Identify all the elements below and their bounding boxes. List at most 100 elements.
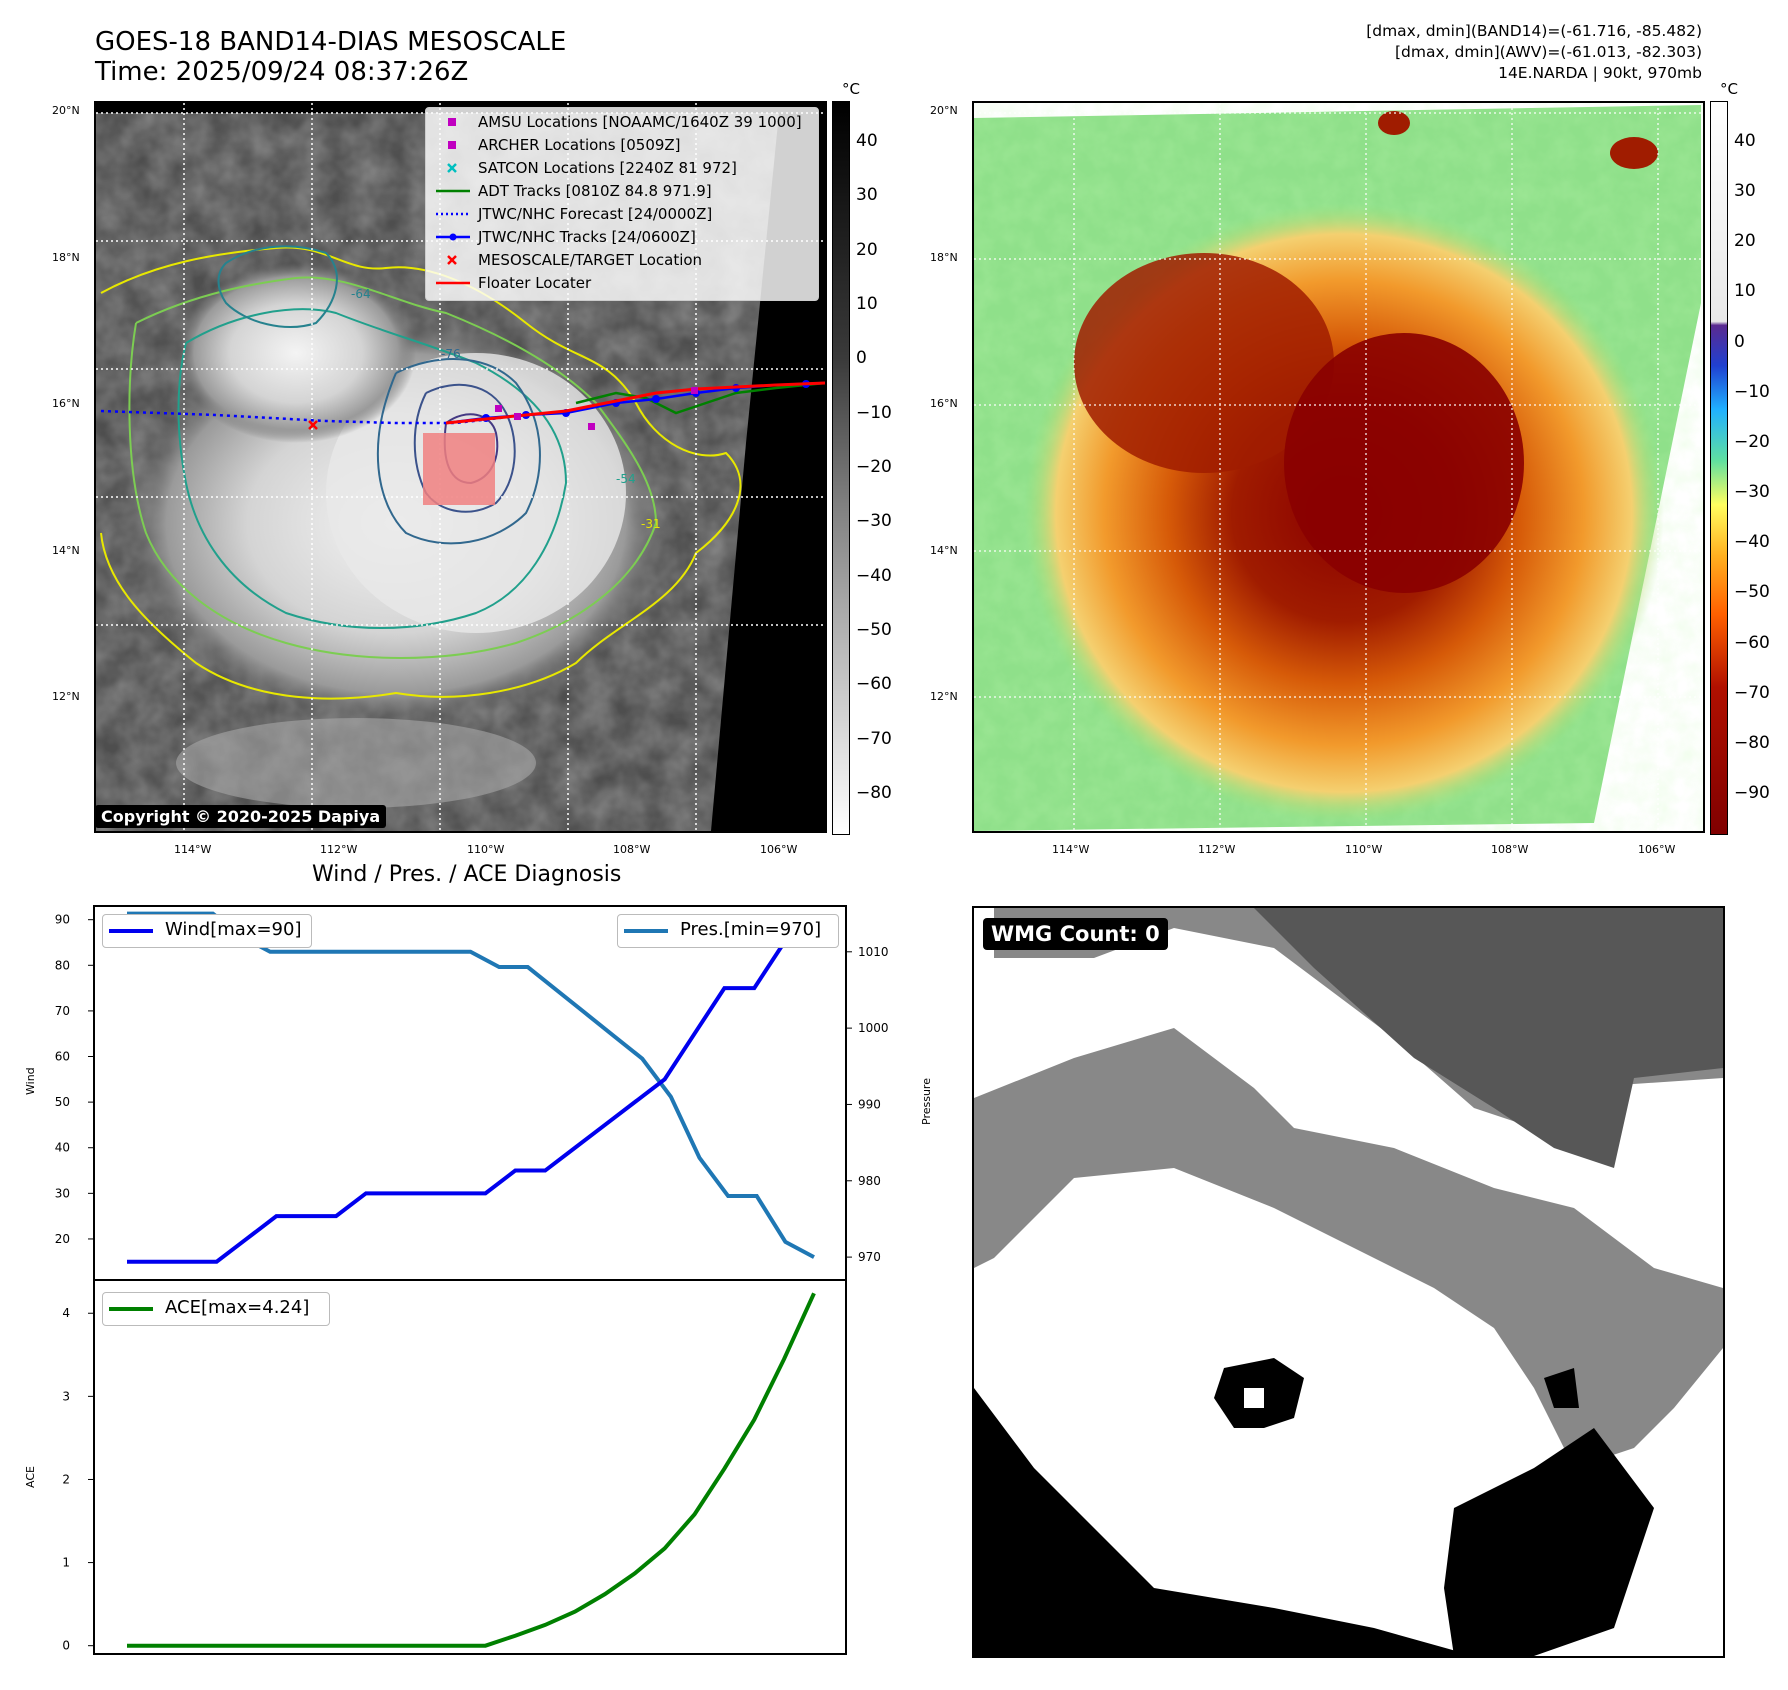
pressure-tick-label: 1010 — [858, 945, 889, 959]
lat-label: 14°N — [52, 544, 80, 557]
band14-cbar-tick: −10 — [856, 402, 892, 423]
awv-cbar-tick: −60 — [1734, 632, 1770, 653]
legend-adt-label: ADT Tracks [0810Z 84.8 971.9] — [478, 182, 712, 200]
legend-floater-label: Floater Locater — [478, 274, 592, 292]
band14-cbar-tick: 10 — [856, 294, 878, 314]
svg-text:-64: -64 — [351, 287, 371, 301]
ace-plot-frame — [93, 1279, 847, 1655]
awv-cbar-tick: 20 — [1734, 231, 1756, 252]
lat-label: 18°N — [52, 251, 80, 264]
wind-legend-line-icon — [109, 929, 153, 933]
lon-label: 112°W — [320, 843, 358, 856]
awv-colorbar — [1710, 101, 1728, 835]
lat-label: 12°N — [52, 690, 80, 703]
figure-title: GOES-18 BAND14-DIAS MESOSCALE — [95, 27, 567, 57]
band14-colorbar — [832, 101, 850, 835]
wind-legend: Wind[max=90] — [102, 914, 312, 948]
ace-tick-label: 0 — [62, 1639, 70, 1653]
forecast-track — [100, 409, 527, 425]
ace-tick-label: 1 — [62, 1556, 70, 1570]
pressure-legend: Pres.[min=970] — [617, 914, 839, 948]
legend-forecast-label: JTWC/NHC Forecast [24/0000Z] — [478, 205, 713, 223]
band14-cbar-tick: 40 — [856, 131, 878, 151]
wind-tick-label: 20 — [55, 1232, 70, 1246]
awv-cbar-tick: 30 — [1734, 181, 1756, 202]
lon-label: 110°W — [467, 843, 505, 856]
wind-line — [127, 918, 816, 1264]
awv-lat-label: 14°N — [930, 544, 958, 557]
band14-cbar-tick: −40 — [856, 565, 892, 586]
awv-map — [974, 103, 1703, 831]
awv-cbar-tick: −10 — [1734, 381, 1770, 402]
awv-cbar-tick: 0 — [1734, 331, 1745, 352]
copyright-badge: Copyright © 2020-2025 Dapiya — [95, 805, 387, 828]
awv-cbar-tick: −90 — [1734, 783, 1770, 803]
ace-legend-line-icon — [109, 1307, 153, 1311]
wind-plot-frame — [93, 905, 847, 1281]
wmg-panel — [972, 906, 1725, 1658]
awv-lat-label: 20°N — [930, 104, 958, 117]
awv-cbar-tick: −80 — [1734, 732, 1770, 753]
ace-tick-label: 3 — [62, 1389, 70, 1403]
map-legend: AMSU Locations [NOAAMC/1640Z 39 1000] AR… — [425, 107, 819, 301]
mesoscale-box — [423, 433, 495, 505]
legend-archer-label: ARCHER Locations [0509Z] — [478, 136, 681, 154]
band14-cbar-tick: 0 — [856, 348, 867, 369]
pressure-tick-label: 1000 — [858, 1021, 889, 1035]
wind-tick-label: 50 — [55, 1095, 70, 1109]
wind-tick-label: 70 — [55, 1004, 70, 1018]
band14-cbar-tick: −30 — [856, 511, 892, 532]
legend-satcon-label: SATCON Locations [2240Z 81 972] — [478, 159, 737, 177]
wind-tick-label: 80 — [55, 958, 70, 972]
band14-cbar-tick: −50 — [856, 620, 892, 640]
awv-lat-label: 18°N — [930, 251, 958, 264]
ace-line — [127, 1292, 816, 1648]
jtwc-line-icon — [436, 233, 470, 241]
pressure-tick-label: 970 — [858, 1250, 881, 1264]
ace-tick-label: 4 — [62, 1306, 70, 1320]
wmg-image — [974, 908, 1723, 1656]
satcon-marker-icon — [447, 163, 457, 173]
legend-target-label: MESOSCALE/TARGET Location — [478, 251, 703, 269]
awv-cbar-tick: −50 — [1734, 582, 1770, 603]
awv-cbar-tick: −20 — [1734, 431, 1770, 452]
awv-lon-label: 108°W — [1491, 843, 1529, 856]
wind-tick-label: 60 — [55, 1050, 70, 1064]
lat-label: 20°N — [52, 104, 80, 117]
awv-lon-label: 114°W — [1052, 843, 1090, 856]
legend-jtwc-label: JTWC/NHC Tracks [24/0600Z] — [478, 228, 696, 246]
wind-legend-label: Wind[max=90] — [165, 919, 302, 940]
awv-cbar-tick: 10 — [1734, 281, 1756, 302]
band14-cbar-tick: −70 — [856, 728, 892, 749]
band14-cbar-unit: °C — [842, 80, 860, 98]
awv-cbar-tick: −40 — [1734, 532, 1770, 553]
lat-label: 16°N — [52, 397, 80, 410]
awv-map-panel — [972, 101, 1705, 833]
floater-line-icon — [436, 281, 470, 285]
svg-text:-54: -54 — [616, 472, 636, 486]
forecast-line-icon — [436, 212, 470, 216]
band14-cbar-tick: −80 — [856, 783, 892, 803]
awv-lat-label: 12°N — [930, 690, 958, 703]
wind-tick-label: 90 — [55, 913, 70, 927]
floater-track — [445, 381, 825, 425]
adt-line-icon — [436, 189, 470, 193]
awv-lat-label: 16°N — [930, 397, 958, 410]
awv-lon-label: 106°W — [1638, 843, 1676, 856]
awv-lon-label: 112°W — [1198, 843, 1236, 856]
band14-cbar-tick: −60 — [856, 674, 892, 695]
awv-cbar-tick: −70 — [1734, 682, 1770, 703]
pressure-line — [127, 911, 815, 1259]
awv-lon-label: 110°W — [1345, 843, 1383, 856]
ace-legend-label: ACE[max=4.24] — [165, 1297, 310, 1318]
pressure-legend-line-icon — [624, 929, 668, 933]
wind-tick-label: 40 — [55, 1141, 70, 1155]
awv-cbar-unit: °C — [1720, 80, 1738, 98]
svg-text:-31: -31 — [641, 517, 661, 531]
target-marker — [308, 420, 318, 430]
wind-tick-label: 30 — [55, 1186, 70, 1200]
archer-marker-icon — [448, 141, 456, 149]
stats-band14: [dmax, dmin](BAND14)=(-61.716, -85.482) — [1366, 22, 1702, 40]
lon-label: 106°W — [760, 843, 798, 856]
